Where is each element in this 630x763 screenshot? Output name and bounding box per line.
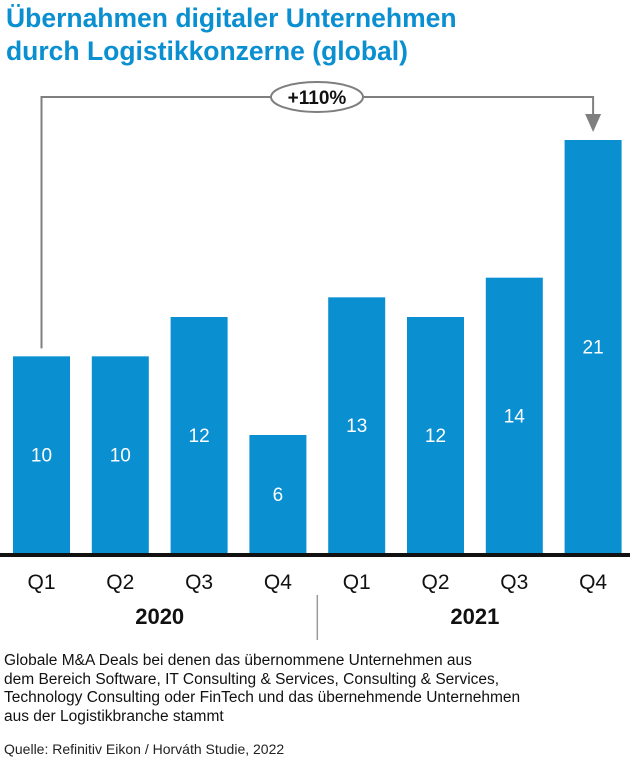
group-label-2021: 2021 [450, 604, 499, 629]
footnote-line-3: Technology Consulting oder FinTech und d… [4, 689, 521, 706]
data-label-4: 6 [273, 485, 284, 506]
footnote: Globale M&A Deals bei denen das übernomm… [4, 652, 624, 726]
annotation-arrow-head [585, 114, 602, 132]
bar-chart: 10 10 12 6 13 12 14 21 Q1 Q2 Q3 Q4 Q1 Q2 Q3 Q4 2020 2021 +… [0, 81, 630, 640]
source-note: Quelle: Refinitiv Eikon / Horváth Studie… [4, 741, 285, 757]
x-tick-label-1: Q1 [27, 571, 55, 594]
title-line-1: Übernahmen digitaler Unternehmen [6, 3, 457, 33]
x-axis-line [0, 553, 630, 557]
bar-3 [170, 317, 228, 553]
bar-5 [328, 297, 386, 553]
footnote-line-1: Globale M&A Deals bei denen das übernomm… [4, 652, 472, 669]
annotation-label: +110% [288, 88, 347, 109]
x-tick-label-3: Q3 [185, 571, 213, 594]
bar-7 [485, 277, 543, 553]
data-label-3: 12 [189, 426, 210, 447]
data-label-2: 10 [110, 446, 131, 467]
x-tick-label-6: Q2 [421, 571, 449, 594]
footnote-line-2: dem Bereich Software, IT Consulting & Se… [4, 670, 500, 688]
x-tick-label-7: Q3 [500, 571, 528, 594]
chart-title: Übernahmen digitaler Unternehmen durch L… [6, 2, 626, 68]
footnote-line-4: aus der Logistikbranche stammt [4, 707, 224, 725]
x-tick-label-4: Q4 [264, 571, 292, 594]
bar-8 [564, 140, 622, 553]
x-tick-label-8: Q4 [579, 571, 607, 594]
data-label-6: 12 [425, 426, 446, 447]
bar-6 [407, 317, 464, 553]
annotation-bubble [270, 81, 364, 113]
data-label-7: 14 [504, 406, 526, 427]
data-label-1: 10 [31, 446, 52, 467]
title-line-2: durch Logistikkonzerne (global) [6, 36, 408, 66]
bar-1 [13, 356, 70, 553]
x-tick-label-5: Q1 [343, 571, 371, 594]
group-label-2020: 2020 [135, 604, 184, 629]
x-tick-label-2: Q2 [106, 571, 134, 594]
data-label-5: 13 [346, 416, 367, 437]
bar-4 [249, 435, 307, 553]
data-label-8: 21 [583, 338, 604, 359]
bar-2 [91, 356, 149, 553]
